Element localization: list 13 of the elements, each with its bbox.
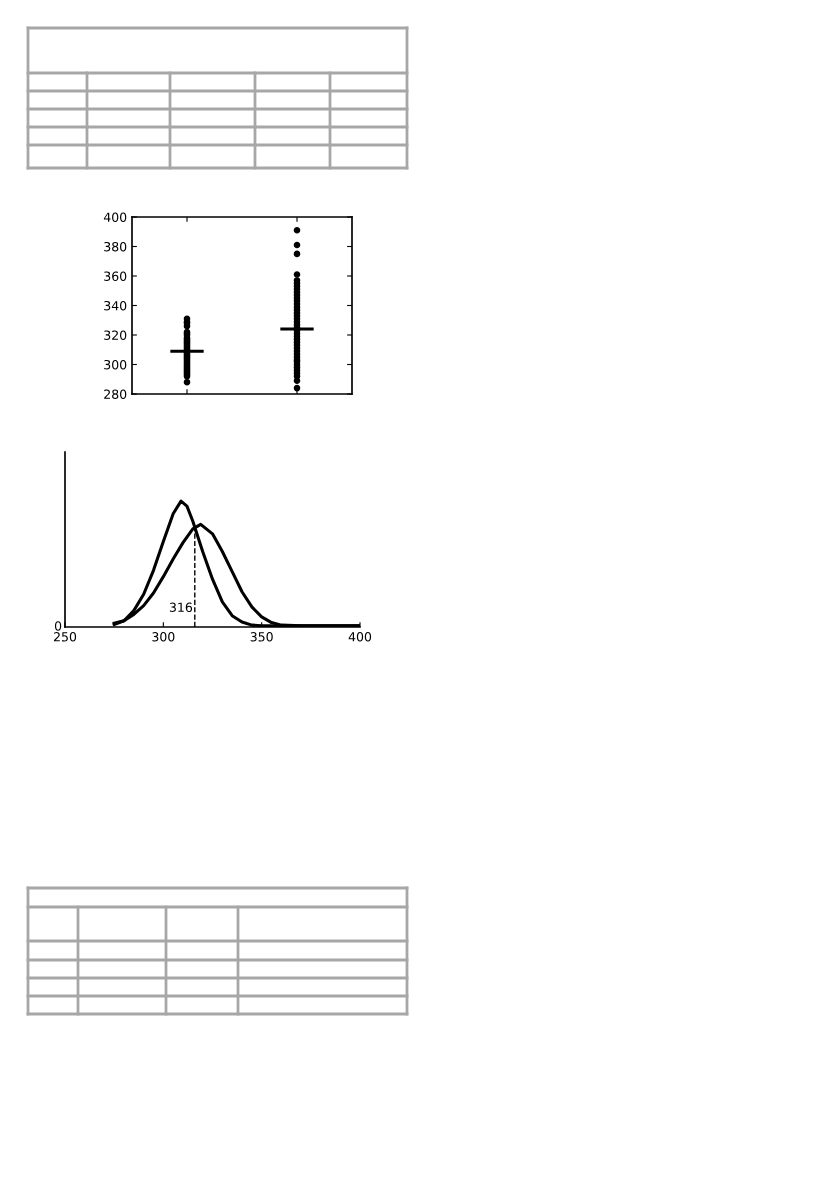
y-tick-label: 400	[103, 212, 127, 222]
x-tick-label: 400	[348, 632, 372, 642]
y-tick-label: 280	[104, 389, 127, 399]
y-tick-label: 380	[104, 241, 127, 252]
y-tick-label: 320	[104, 330, 127, 340]
text: 0	[54, 621, 62, 631]
ref-line-label: 316	[169, 602, 193, 612]
y-tick-label: 360	[104, 271, 127, 281]
x-tick-label: 300	[152, 632, 175, 642]
y-tick-label: 300	[104, 359, 127, 370]
y-tick-label: 340	[104, 300, 127, 311]
x-tick-label: 250	[53, 632, 77, 642]
x-tick-label: 350	[250, 632, 273, 642]
